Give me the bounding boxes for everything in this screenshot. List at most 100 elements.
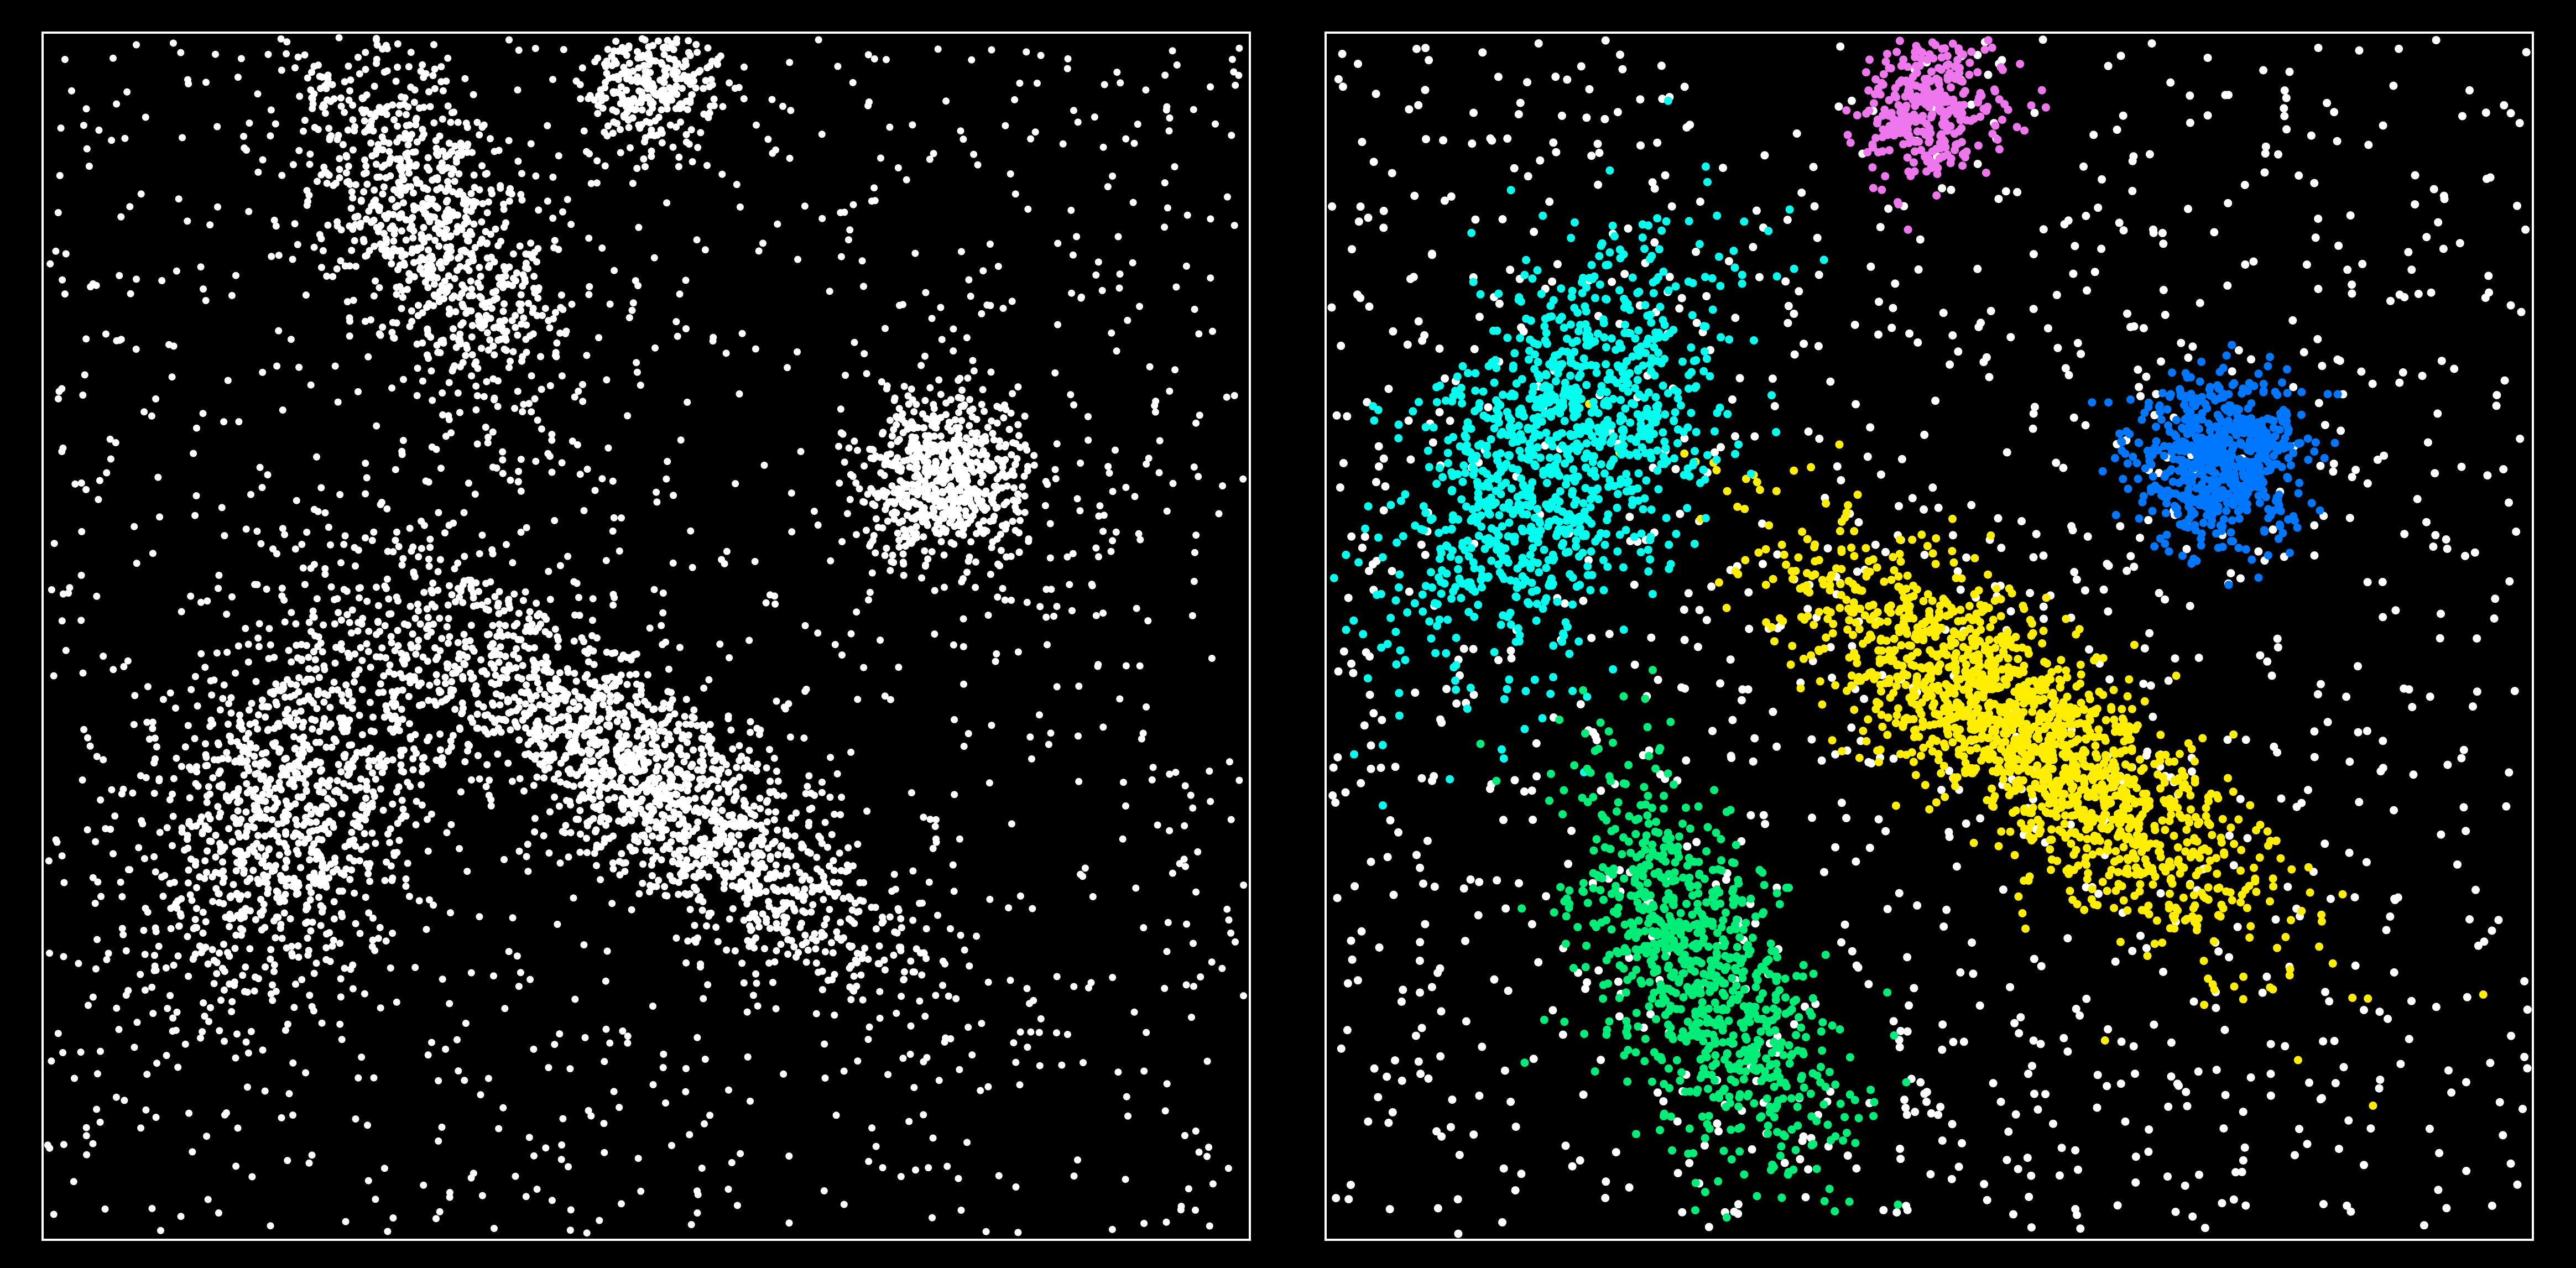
cluster-2-point: [338, 810, 345, 817]
noise-point: [759, 239, 766, 247]
cluster-1-point: [599, 701, 607, 708]
cluster-3-point: [384, 103, 391, 110]
cluster-1-point: [749, 811, 756, 818]
cluster-2-point: [294, 890, 301, 897]
noise-point: [1140, 924, 1147, 931]
cluster-3-point: [442, 77, 450, 85]
cluster-3-point: [254, 90, 262, 97]
noise-point: [630, 299, 637, 306]
noise-point: [609, 478, 617, 485]
cluster-1-point: [731, 777, 738, 784]
cluster-1-point: [655, 877, 662, 884]
noise-point: [1212, 121, 1219, 128]
noise-point: [423, 477, 430, 484]
cluster-1-point: [420, 589, 427, 596]
noise-point: [832, 641, 839, 648]
noise-point: [212, 51, 219, 58]
noise-point: [803, 686, 810, 693]
noise-point: [1070, 107, 1077, 114]
cluster-2-point: [198, 949, 205, 956]
cluster-1-point: [481, 667, 488, 675]
cluster-3-point: [472, 490, 479, 498]
noise-point: [774, 221, 781, 228]
cluster-2-point: [447, 737, 455, 744]
cluster-2-point: [223, 792, 230, 800]
noise-point: [639, 860, 646, 868]
cluster-1-point: [807, 849, 814, 857]
cluster-1-point: [666, 705, 674, 712]
cluster-1-point: [519, 662, 526, 669]
cluster-2-point: [213, 959, 221, 966]
cluster-1-point: [571, 688, 578, 695]
noise-point: [499, 448, 506, 456]
noise-point: [420, 1182, 427, 1189]
noise-point: [682, 276, 690, 284]
noise-point: [1189, 612, 1196, 619]
cluster-3-point: [450, 365, 457, 372]
cluster-3-point: [340, 141, 347, 148]
cluster-3-point: [394, 40, 401, 48]
cluster-1-point: [741, 979, 748, 987]
noise-point: [957, 932, 964, 939]
cluster-3-point: [505, 263, 513, 270]
cluster-1-point: [798, 841, 805, 848]
cluster-3-point: [310, 90, 317, 97]
noise-point: [693, 236, 701, 243]
noise-point: [682, 1065, 690, 1072]
cluster-2-point: [211, 980, 218, 987]
cluster-3-point: [463, 149, 471, 156]
noise-point: [248, 1173, 255, 1181]
cluster-1-point: [459, 673, 466, 680]
cluster-2-point: [184, 836, 191, 843]
noise-point: [854, 696, 861, 703]
noise-point: [479, 1192, 486, 1199]
cluster-1-point: [661, 754, 668, 761]
cluster-1-point: [973, 933, 980, 940]
noise-point: [131, 721, 138, 728]
cluster-3-point: [432, 202, 439, 210]
noise-point: [1109, 1226, 1116, 1233]
cluster-3-point: [537, 353, 544, 360]
cluster-2-point: [297, 864, 304, 872]
cluster-1-point: [640, 759, 648, 766]
cluster-2-point: [351, 890, 358, 897]
cluster-1-point: [773, 768, 780, 775]
cluster-2-point: [400, 769, 407, 776]
cluster-1-point: [497, 701, 504, 708]
cluster-2-point: [321, 715, 328, 722]
cluster-2-point: [461, 661, 468, 668]
noise-point: [1230, 69, 1237, 76]
cluster-1-point: [699, 722, 706, 729]
cluster-2-point: [362, 795, 369, 802]
cluster-1-point: [746, 922, 753, 930]
noise-point: [978, 310, 985, 317]
cluster-2-point: [346, 717, 353, 724]
noise-point: [1047, 555, 1054, 562]
cluster-1-point: [628, 906, 635, 914]
noise-point: [50, 672, 58, 680]
noise-point: [782, 706, 789, 713]
cluster-2-point: [201, 857, 208, 864]
cluster-2-point: [299, 775, 306, 782]
cluster-3-point: [385, 160, 393, 167]
noise-point: [1183, 263, 1190, 270]
noise-point: [335, 399, 342, 406]
noise-point: [558, 1156, 565, 1163]
noise-point: [938, 336, 946, 343]
noise-point: [871, 55, 878, 62]
cluster-1-point: [763, 919, 770, 926]
noise-point: [371, 83, 378, 90]
noise-point: [238, 55, 245, 62]
cluster-2-point: [390, 693, 397, 701]
noise-point: [670, 560, 677, 567]
noise-point: [952, 995, 960, 1003]
noise-point: [681, 713, 689, 720]
cluster-1-point: [303, 529, 310, 536]
cluster-1-point: [740, 784, 747, 791]
noise-point: [93, 1106, 100, 1113]
cluster-2-point: [303, 904, 310, 911]
cluster-2-point: [307, 819, 314, 826]
cluster-3-point: [361, 128, 368, 135]
noise-point: [514, 86, 522, 93]
cluster-1-point: [545, 849, 552, 857]
